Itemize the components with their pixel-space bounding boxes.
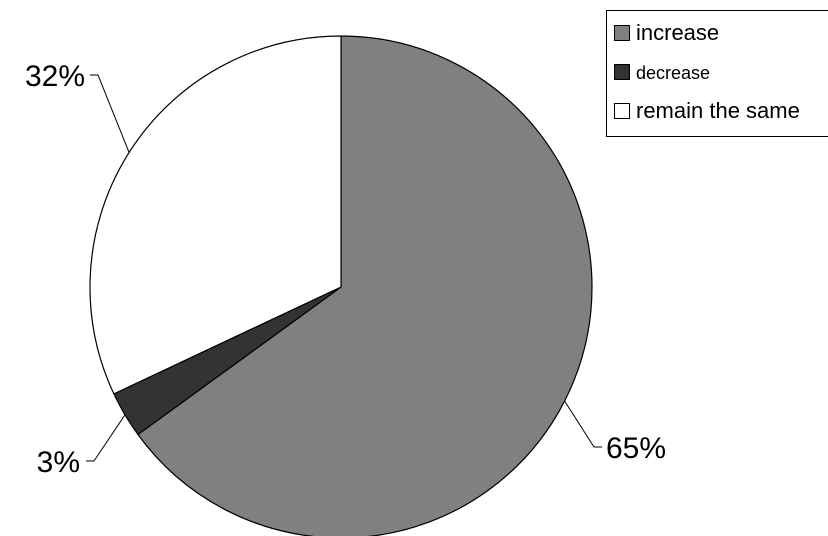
legend-frame [606,10,828,137]
pie-slice-increase [137,35,593,536]
leader-lines [86,74,602,462]
data-label-increase: 65% [606,432,666,465]
leader-line-increase [564,400,602,448]
legend-label-decrease: decrease [636,63,710,83]
pie-slices [89,35,593,536]
legend-label-remain-the-same: remain the same [636,98,800,123]
legend-label-increase: increase [636,20,719,45]
leader-line-remain-the-same [90,74,130,153]
data-labels: 65% 3% 32% [25,60,666,479]
legend: increase decrease remain the same [606,10,828,137]
legend-swatch-remain-the-same [614,103,630,119]
legend-swatch-increase [614,25,630,41]
leader-line-decrease [86,414,126,462]
data-label-remain-the-same: 32% [25,60,85,93]
pie-slice-remain-the-same [89,35,342,395]
data-label-decrease: 3% [37,446,80,479]
legend-swatch-decrease [614,64,630,80]
